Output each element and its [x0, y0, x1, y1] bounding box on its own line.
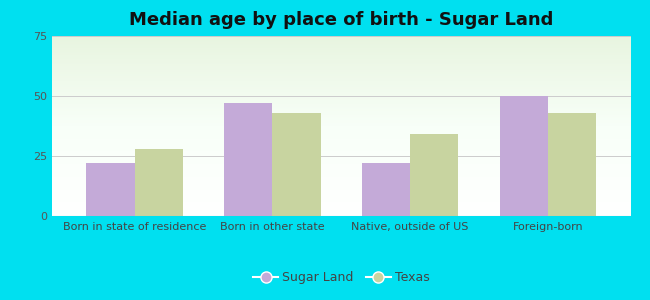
Bar [224, 103, 272, 216]
Bar [500, 96, 548, 216]
Bar [410, 134, 458, 216]
Bar [362, 163, 410, 216]
Bar [135, 149, 183, 216]
Bar [86, 163, 135, 216]
Title: Median age by place of birth - Sugar Land: Median age by place of birth - Sugar Lan… [129, 11, 553, 29]
Bar [548, 113, 596, 216]
Bar [272, 113, 320, 216]
Legend: Sugar Land, Texas: Sugar Land, Texas [248, 266, 434, 289]
